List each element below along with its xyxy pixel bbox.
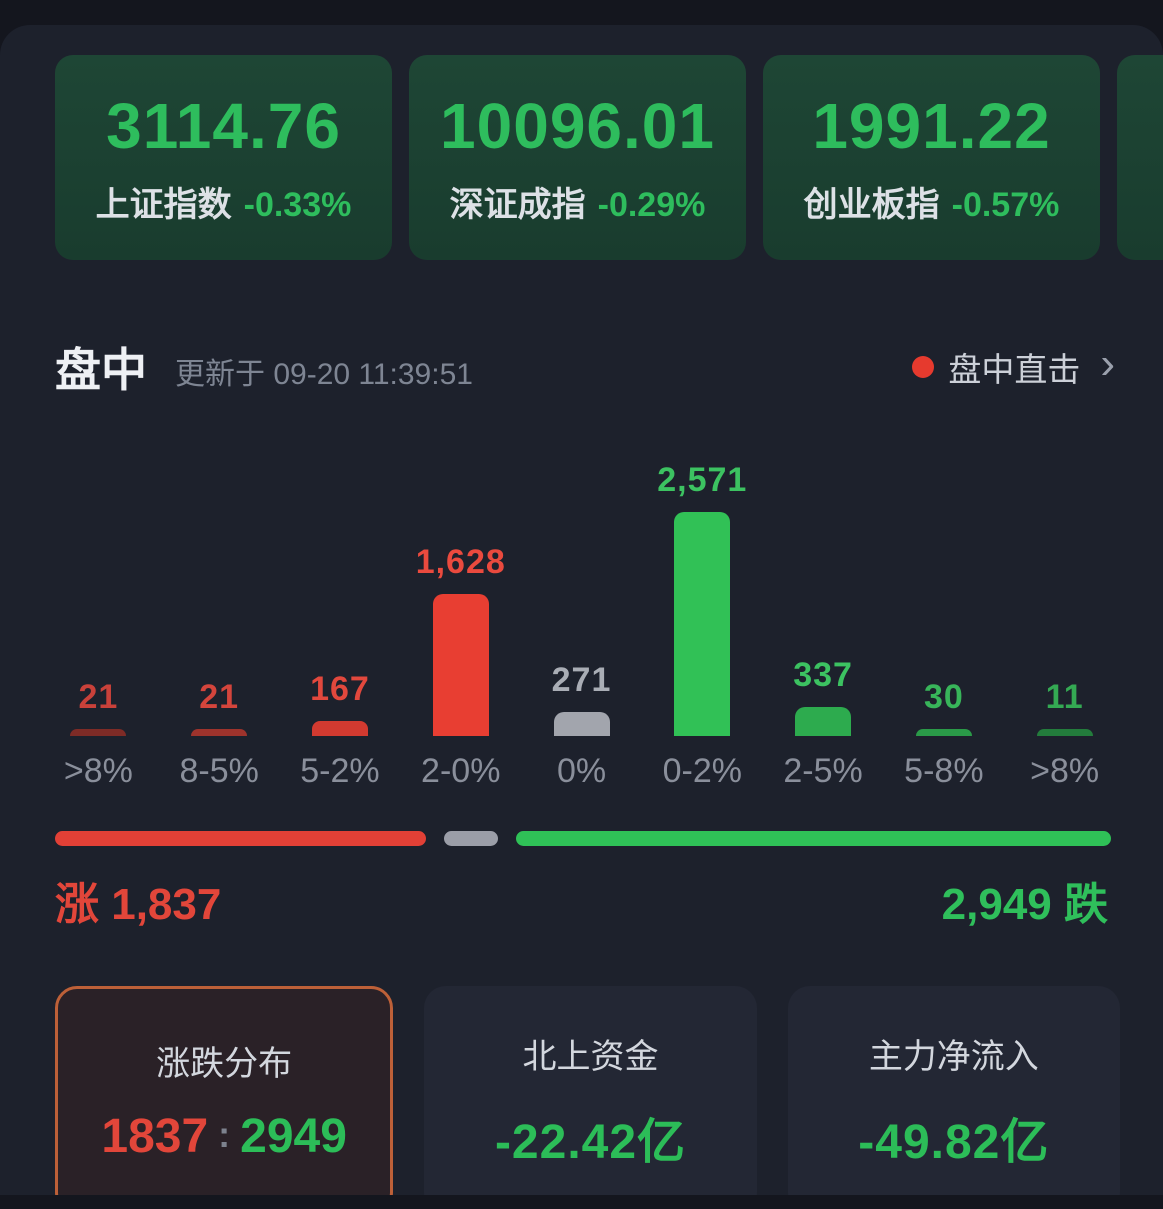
ratio-labels: 涨 1,837 2,949 跌 bbox=[55, 868, 1108, 932]
chart-column: 167 5-2% bbox=[280, 440, 401, 791]
bar-value-label: 21 bbox=[78, 678, 119, 716]
chart-bar bbox=[795, 707, 852, 736]
chart-column: 30 5-8% bbox=[883, 440, 1004, 791]
bar-category-label: 8-5% bbox=[179, 752, 259, 790]
bottom-card-row: 涨跌分布 1837 : 2949 北上资金 -22.42亿 主力净流入 -49.… bbox=[55, 986, 1120, 1195]
bar-category-label: >8% bbox=[63, 752, 133, 790]
chart-bar bbox=[432, 594, 489, 736]
chart-bar bbox=[311, 721, 368, 736]
bar-value-label: 167 bbox=[310, 670, 370, 708]
updown-chart: 21 >8% 21 8-5% 167 5-2% 1,628 2-0% 271 0% 2,571 0-2… bbox=[38, 440, 1125, 791]
index-name: 深证成指 bbox=[449, 186, 586, 224]
bar-value-label: 30 bbox=[923, 678, 964, 716]
index-change: -0.33% bbox=[243, 186, 352, 224]
live-link-label: 盘中直击 bbox=[948, 351, 1081, 388]
live-link[interactable]: 盘中直击 › bbox=[912, 339, 1115, 391]
market-panel: 3114.76 上证指数 -0.33% 10096.01 深证成指 -0.29%… bbox=[0, 25, 1163, 1195]
ratio-flat-segment bbox=[443, 831, 499, 846]
index-card-shanghai[interactable]: 3114.76 上证指数 -0.33% bbox=[55, 55, 392, 260]
bar-value-label: 337 bbox=[793, 656, 853, 694]
bar-category-label: 5-8% bbox=[904, 752, 984, 790]
red-dot-icon bbox=[912, 356, 935, 378]
chart-bar bbox=[1036, 729, 1093, 736]
bar-category-label: 0-2% bbox=[662, 752, 742, 790]
card-main-net-inflow[interactable]: 主力净流入 -49.82亿 bbox=[787, 986, 1120, 1195]
card-title: 主力净流入 bbox=[868, 1037, 1039, 1076]
chart-column: 21 8-5% bbox=[159, 440, 280, 791]
chevron-right-icon: › bbox=[1100, 339, 1115, 388]
ratio-bar bbox=[55, 831, 1111, 846]
card-value: -49.82亿 bbox=[858, 1115, 1050, 1169]
chart-column: 337 2-5% bbox=[763, 440, 884, 791]
chart-bar bbox=[915, 729, 972, 736]
card-title: 北上资金 bbox=[522, 1037, 659, 1076]
index-card-shenzhen[interactable]: 10096.01 深证成指 -0.29% bbox=[409, 55, 746, 260]
bar-category-label: 5-2% bbox=[300, 752, 380, 790]
chart-column: 271 0% bbox=[521, 440, 642, 791]
index-value: 10096.01 bbox=[440, 90, 715, 162]
chart-bar bbox=[70, 729, 127, 736]
bar-value-label: 1,628 bbox=[415, 543, 506, 581]
card-updown-distribution[interactable]: 涨跌分布 1837 : 2949 bbox=[55, 986, 394, 1195]
index-change: -0.57% bbox=[951, 186, 1060, 224]
index-change: -0.29% bbox=[597, 186, 706, 224]
index-value: 1991.22 bbox=[812, 90, 1051, 162]
card-northbound-funds[interactable]: 北上资金 -22.42亿 bbox=[424, 986, 757, 1195]
card-value: -22.42亿 bbox=[494, 1115, 687, 1169]
chart-column: 11 >8% bbox=[1004, 440, 1125, 791]
index-card-chinext[interactable]: 1991.22 创业板指 -0.57% bbox=[763, 55, 1100, 260]
section-title: 盘中 bbox=[55, 344, 147, 396]
updated-timestamp: 更新于 09-20 11:39:51 bbox=[175, 358, 473, 391]
bar-value-label: 271 bbox=[551, 661, 612, 699]
index-name: 创业板指 bbox=[803, 186, 940, 224]
bar-category-label: 2-5% bbox=[783, 752, 863, 790]
index-name: 上证指数 bbox=[95, 186, 232, 224]
chart-bar bbox=[674, 512, 731, 736]
down-count-label: 2,949 跌 bbox=[941, 880, 1108, 929]
bar-category-label: 0% bbox=[556, 752, 607, 790]
chart-bar bbox=[553, 712, 610, 736]
colon-separator: : bbox=[218, 1113, 231, 1155]
chart-bar bbox=[191, 729, 248, 736]
down-count: 2949 bbox=[240, 1110, 347, 1163]
up-count-label: 涨 1,837 bbox=[55, 880, 222, 929]
bar-value-label: 2,571 bbox=[657, 461, 748, 499]
chart-column: 1,628 2-0% bbox=[400, 440, 521, 791]
ratio-up-segment bbox=[55, 831, 426, 846]
chart-column: 21 >8% bbox=[38, 440, 159, 791]
bar-value-label: 21 bbox=[199, 678, 240, 716]
index-card-peek[interactable] bbox=[1117, 55, 1163, 260]
chart-column: 2,571 0-2% bbox=[642, 440, 763, 791]
card-title: 涨跌分布 bbox=[156, 1045, 293, 1083]
up-count: 1837 bbox=[101, 1110, 209, 1163]
section-header: 盘中 更新于 09-20 11:39:51 盘中直击 › bbox=[55, 334, 1115, 400]
ratio-down-segment bbox=[516, 831, 1111, 846]
bar-value-label: 11 bbox=[1045, 678, 1084, 716]
index-value: 3114.76 bbox=[106, 90, 341, 162]
bar-category-label: 2-0% bbox=[421, 752, 501, 790]
index-card-row: 3114.76 上证指数 -0.33% 10096.01 深证成指 -0.29%… bbox=[0, 55, 1163, 260]
bar-category-label: >8% bbox=[1030, 752, 1100, 790]
